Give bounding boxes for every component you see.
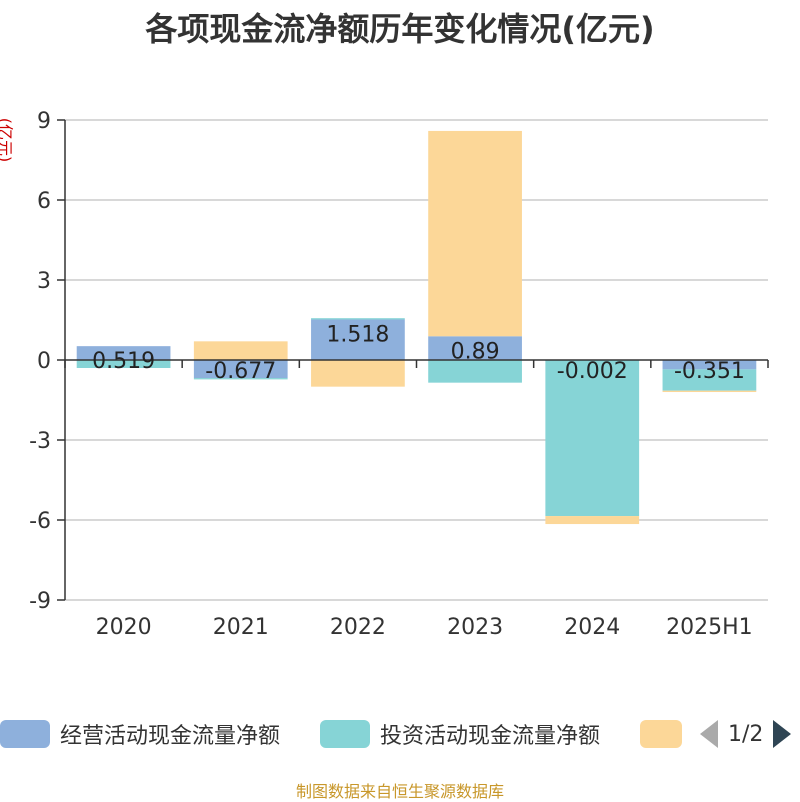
cash-flow-chart: 9 6 3 0 -3 -6 -9 2020 2021 2022 2023 2024 2025H1 0.51…	[29, 109, 769, 640]
y-tick-label: -6	[29, 509, 51, 534]
legend-swatch-investing	[320, 720, 370, 748]
bar-2024-series-2	[545, 516, 640, 525]
data-label: -0.002	[557, 359, 628, 384]
y-tick-label: -9	[29, 589, 51, 614]
legend-swatch-financing	[640, 720, 682, 748]
legend-page-indicator: 1/2	[728, 721, 764, 747]
bar-2021-series-1	[193, 378, 288, 380]
bar-2022-series-1	[311, 318, 405, 320]
legend-next-icon[interactable]	[773, 720, 792, 748]
data-source-note: 制图数据来自恒生聚源数据库	[295, 782, 504, 801]
bar-2024-series-1	[545, 360, 640, 517]
legend-label-investing: 投资活动现金流量净额	[380, 724, 601, 749]
data-label: 1.518	[326, 323, 389, 348]
bar-2021-series-0	[193, 360, 288, 379]
legend-pager: 1/2	[700, 714, 792, 754]
legend-prev-icon[interactable]	[700, 720, 718, 748]
bar-2020-series-0	[76, 346, 171, 360]
bar-2025H1-series-1	[662, 369, 757, 391]
legend: 经营活动现金流量净额 投资活动现金流量净额	[0, 714, 800, 754]
bar-2022-series-2	[311, 360, 405, 387]
x-category-label: 2024	[564, 615, 620, 640]
y-tick-label: 9	[37, 109, 51, 134]
bar-2022-series-0	[311, 319, 405, 360]
x-category-label: 2021	[213, 615, 269, 640]
x-category-label: 2025H1	[666, 615, 753, 640]
bar-2025H1-series-2	[662, 390, 757, 393]
legend-label-operating: 经营活动现金流量净额	[60, 724, 281, 749]
legend-item-operating[interactable]: 经营活动现金流量净额	[0, 714, 280, 754]
chart-title: 各项现金流净额历年变化情况(亿元)	[145, 10, 655, 48]
data-label: -0.351	[674, 359, 745, 384]
y-tick-label: 6	[37, 189, 51, 214]
y-tick-label: 0	[37, 349, 51, 374]
bar-2020-series-1	[76, 360, 171, 368]
bar-2023-series-1	[428, 360, 522, 383]
y-tick-label: 3	[37, 269, 51, 294]
bar-2025H1-series-0	[662, 360, 757, 370]
bar-2023-series-2	[428, 130, 522, 337]
data-label: -0.677	[205, 359, 276, 384]
bar-2023-series-0	[428, 336, 522, 360]
data-label: 0.519	[92, 349, 155, 374]
x-category-label: 2022	[330, 615, 386, 640]
legend-item-financing[interactable]	[640, 714, 682, 754]
legend-item-investing[interactable]: 投资活动现金流量净额	[320, 714, 600, 754]
y-tick-label: -3	[29, 429, 51, 454]
x-category-label: 2023	[447, 615, 503, 640]
data-label: 0.89	[451, 339, 500, 364]
bar-2021-series-2	[193, 341, 288, 360]
legend-swatch-operating	[0, 720, 50, 748]
x-category-label: 2020	[96, 615, 152, 640]
